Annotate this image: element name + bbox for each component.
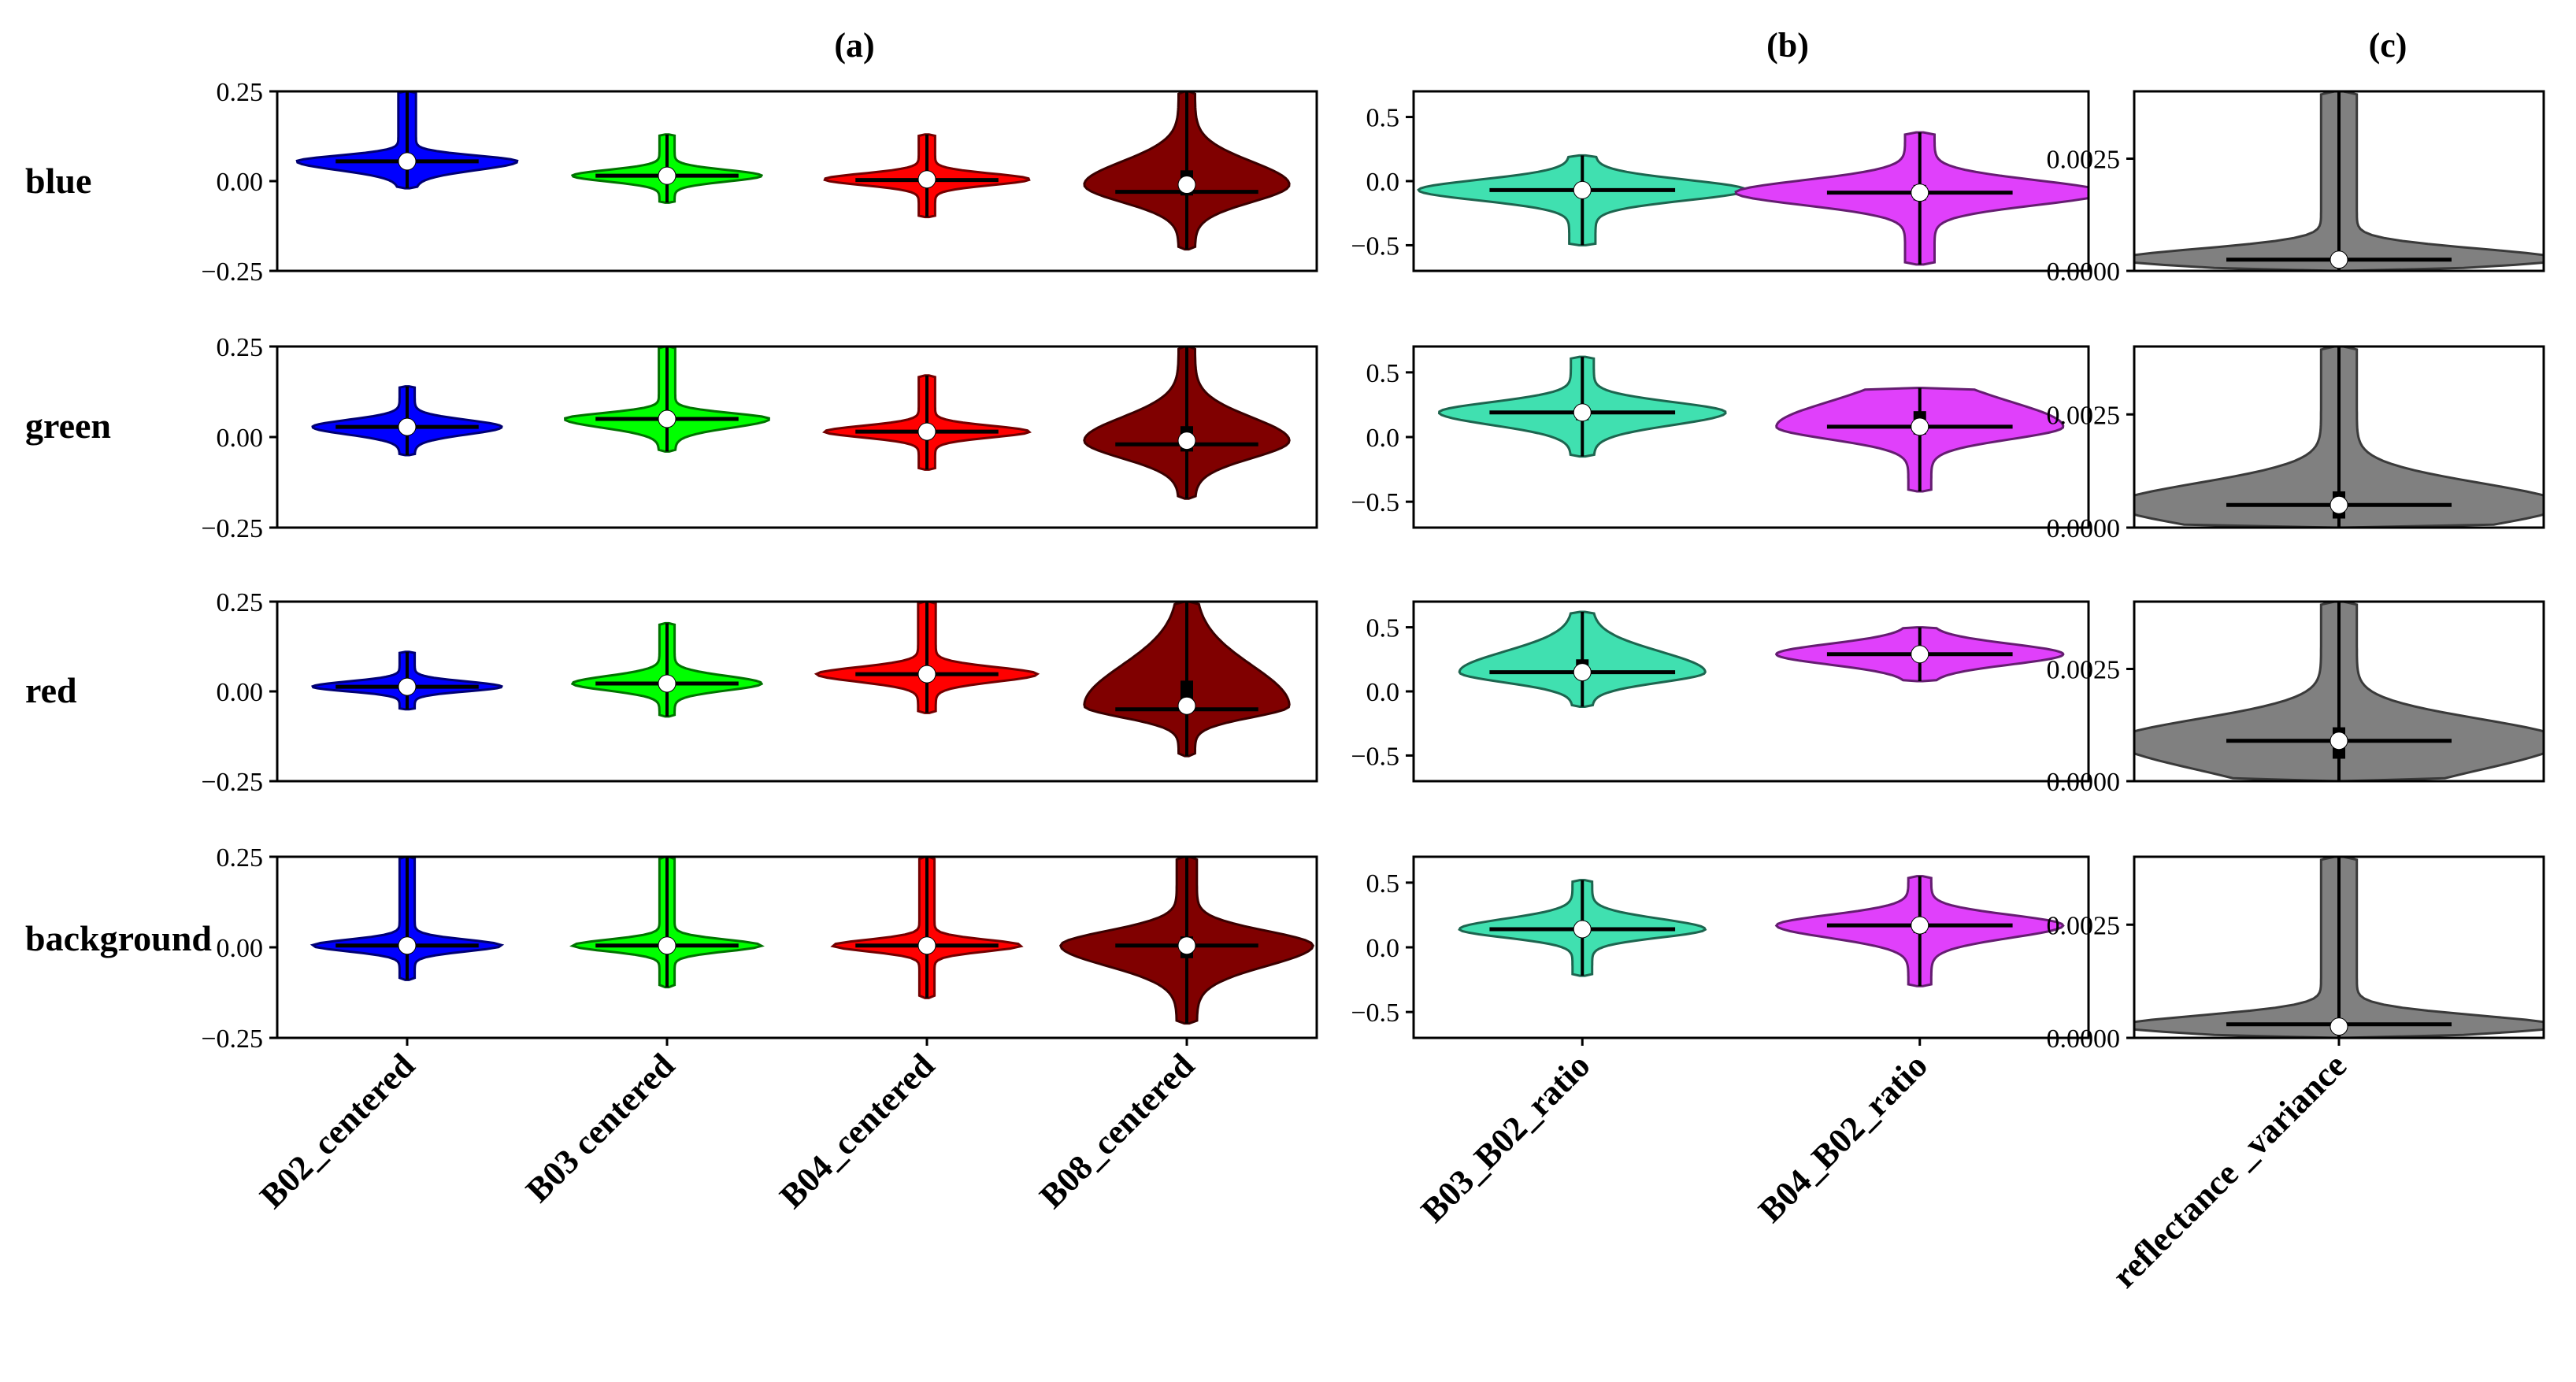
violin-median-point	[1911, 916, 1929, 935]
y-tick-label: 0.25	[217, 78, 264, 107]
y-tick-label: −0.5	[1351, 999, 1399, 1028]
y-tick-label: 0.5	[1366, 869, 1400, 898]
panel-0-2-plot	[311, 602, 1291, 758]
violin-median-point	[917, 665, 936, 684]
violin-median-point	[658, 409, 676, 428]
panel-1-1-plot	[1437, 355, 2065, 493]
category-labels-layer: B02_centered B03 centered B04_centered B08_…	[253, 1046, 2355, 1295]
panel-2-1-plot	[2134, 346, 2544, 528]
y-tick-label: 0.0025	[2047, 911, 2121, 940]
violin-median-point	[398, 936, 417, 955]
violin-median-point	[2330, 495, 2348, 514]
row-label-blue: blue	[25, 161, 91, 201]
violin-median-point	[1177, 176, 1196, 195]
category-label: B02_centered	[253, 1046, 423, 1216]
panel-frame	[2133, 600, 2545, 783]
panel-frame	[2133, 345, 2545, 529]
category-label: B03 centered	[518, 1046, 682, 1210]
y-tick-label: −0.5	[1351, 232, 1399, 261]
panel-1-2-plot	[1458, 610, 2065, 708]
category-label: B08_centered	[1032, 1046, 1203, 1216]
y-tick-label: −0.25	[201, 258, 263, 287]
violin-median-point	[917, 170, 936, 189]
violin-median-point	[398, 152, 417, 171]
y-tick-label: 0.5	[1366, 104, 1400, 133]
y-tick-label: 0.0025	[2047, 146, 2121, 175]
panel-1-3-plot	[1458, 875, 2065, 987]
violin-median-point	[398, 677, 417, 696]
panel-frame	[1412, 600, 2090, 783]
panels-layer: −0.25 0.00 0.25 −0.25 0.00 0.25 −0.25 0.00 0.25 −…	[201, 78, 2545, 1054]
y-tick-label: 0.0000	[2047, 768, 2121, 797]
violin-median-point	[1573, 180, 1592, 199]
y-tick-label: 0.0025	[2047, 656, 2121, 685]
y-tick-label: −0.5	[1351, 488, 1399, 517]
violin-median-point	[1573, 403, 1592, 422]
violin-median-point	[1177, 936, 1196, 955]
y-tick-label: 0.5	[1366, 359, 1400, 388]
y-tick-label: 0.00	[217, 934, 264, 963]
panel-0-1-plot	[311, 346, 1291, 500]
violin-median-point	[1911, 183, 1929, 202]
panel-title-a: (a)	[834, 26, 874, 65]
row-label-green: green	[25, 406, 111, 446]
y-tick-label: 0.0	[1366, 168, 1400, 197]
y-tick-label: −0.25	[201, 1024, 263, 1054]
panel-frame	[1412, 855, 2090, 1039]
y-tick-label: 0.0025	[2047, 401, 2121, 430]
violin-median-point	[917, 936, 936, 955]
category-label: reflectance _variance	[2105, 1046, 2355, 1295]
violin-median-point	[1573, 663, 1592, 682]
violin-median-point	[2330, 1017, 2348, 1036]
y-tick-label: 0.00	[217, 168, 264, 197]
panel-1-0-plot	[1417, 131, 2089, 266]
y-tick-label: 0.25	[217, 588, 264, 617]
y-tick-label: 0.00	[217, 424, 264, 453]
violin-median-point	[658, 674, 676, 693]
violin-median-point	[658, 166, 676, 185]
violin-median-point	[1911, 645, 1929, 664]
y-tick-label: 0.25	[217, 843, 264, 873]
violin-median-point	[1177, 432, 1196, 450]
row-label-background: background	[25, 918, 212, 958]
y-tick-label: 0.0000	[2047, 1024, 2121, 1054]
violin-median-point	[2330, 250, 2348, 269]
violin-body	[1734, 131, 2089, 266]
category-label: B03_B02_ratio	[1414, 1046, 1597, 1229]
violin-median-point	[917, 422, 936, 441]
row-label-red: red	[25, 670, 77, 710]
violin-median-point	[398, 417, 417, 436]
y-tick-label: 0.5	[1366, 614, 1400, 643]
panel-2-0-plot	[2134, 91, 2544, 271]
panel-title-b: (b)	[1766, 26, 1809, 65]
panel-2-2-plot	[2134, 602, 2544, 781]
y-tick-label: −0.5	[1351, 742, 1399, 771]
y-tick-label: 0.0000	[2047, 514, 2121, 543]
y-tick-label: −0.25	[201, 768, 263, 797]
panel-frame	[2133, 90, 2545, 272]
panel-0-0-plot	[295, 91, 1291, 251]
y-tick-label: 0.0	[1366, 678, 1400, 707]
y-tick-label: 0.00	[217, 678, 264, 707]
y-tick-label: 0.0000	[2047, 258, 2121, 287]
y-tick-label: −0.25	[201, 514, 263, 543]
violin-median-point	[1573, 920, 1592, 939]
y-tick-label: 0.0	[1366, 934, 1400, 963]
panel-2-3-plot	[2134, 857, 2544, 1038]
violin-median-point	[658, 936, 676, 955]
violin-median-point	[1911, 417, 1929, 436]
y-tick-label: 0.25	[217, 333, 264, 362]
violin-median-point	[1177, 696, 1196, 715]
y-tick-label: 0.0	[1366, 424, 1400, 453]
panel-0-3-plot	[309, 857, 1315, 1025]
category-label: B04_B02_ratio	[1751, 1046, 1934, 1229]
panel-title-c: (c)	[2369, 26, 2407, 65]
violin-median-point	[2330, 732, 2348, 750]
panel-frame	[2133, 855, 2545, 1039]
category-label: B04_centered	[773, 1046, 943, 1216]
